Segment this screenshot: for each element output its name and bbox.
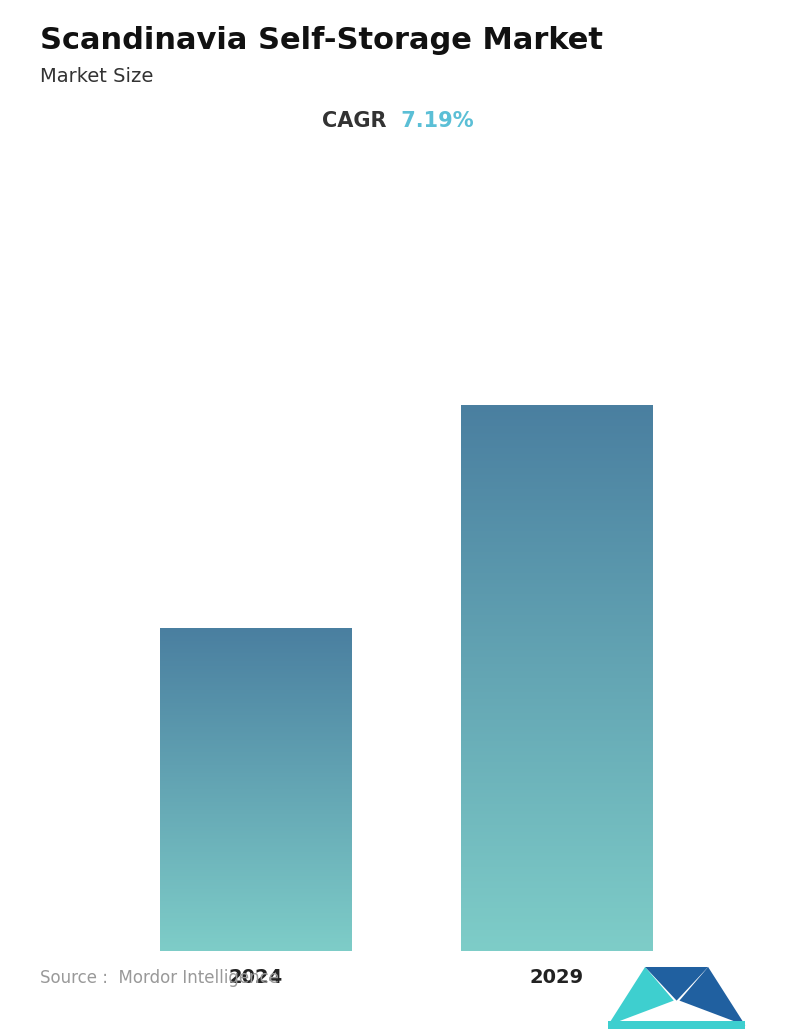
Polygon shape bbox=[608, 967, 673, 1026]
Polygon shape bbox=[680, 967, 745, 1026]
Polygon shape bbox=[608, 1021, 745, 1029]
Text: 7.19%: 7.19% bbox=[394, 111, 474, 130]
Polygon shape bbox=[645, 967, 708, 1001]
Text: Scandinavia Self-Storage Market: Scandinavia Self-Storage Market bbox=[40, 26, 603, 55]
Text: Source :  Mordor Intelligence: Source : Mordor Intelligence bbox=[40, 970, 279, 987]
Text: Market Size: Market Size bbox=[40, 67, 153, 86]
Text: CAGR: CAGR bbox=[322, 111, 394, 130]
